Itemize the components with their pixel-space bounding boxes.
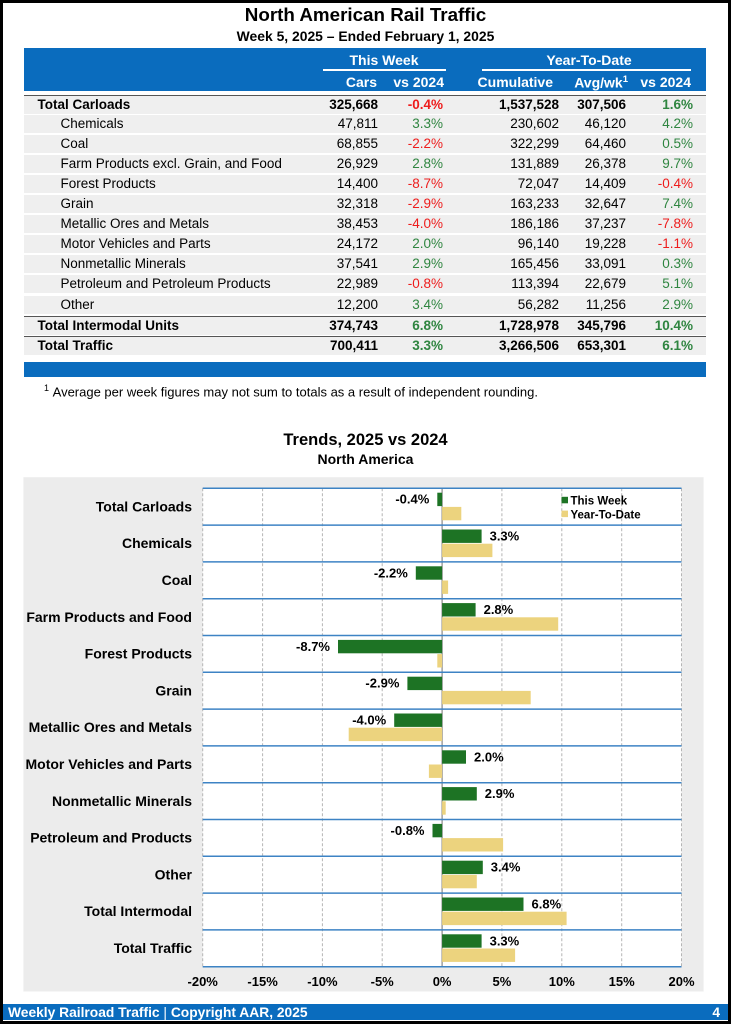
- svg-text:Total Carloads: Total Carloads: [96, 498, 192, 514]
- svg-text:-0.8%: -0.8%: [391, 823, 425, 838]
- svg-text:Forest Products: Forest Products: [85, 646, 193, 662]
- svg-text:2.8%: 2.8%: [484, 602, 514, 617]
- svg-text:Grain: Grain: [155, 682, 192, 698]
- svg-text:20%: 20%: [668, 974, 694, 989]
- svg-text:-4.0%: -4.0%: [352, 713, 386, 728]
- svg-text:Motor Vehicles and Parts: Motor Vehicles and Parts: [26, 756, 193, 772]
- svg-text:-8.7%: -8.7%: [296, 639, 330, 654]
- svg-text:2.9%: 2.9%: [485, 786, 515, 801]
- svg-text:Total Traffic: Total Traffic: [114, 940, 193, 956]
- svg-text:0%: 0%: [433, 974, 452, 989]
- svg-text:3.3%: 3.3%: [490, 933, 520, 948]
- svg-text:-5%: -5%: [371, 974, 395, 989]
- svg-text:-20%: -20%: [188, 974, 219, 989]
- svg-text:Farm Products and Food: Farm Products and Food: [26, 609, 192, 625]
- svg-text:Chemicals: Chemicals: [122, 535, 192, 551]
- svg-text:3.3%: 3.3%: [490, 529, 520, 544]
- svg-text:15%: 15%: [609, 974, 635, 989]
- svg-text:-0.4%: -0.4%: [395, 492, 429, 507]
- svg-text:-15%: -15%: [247, 974, 278, 989]
- svg-text:Nonmetallic Minerals: Nonmetallic Minerals: [52, 793, 192, 809]
- svg-text:Other: Other: [155, 866, 193, 882]
- svg-text:6.8%: 6.8%: [532, 897, 562, 912]
- svg-text:-2.2%: -2.2%: [374, 565, 408, 580]
- svg-text:10%: 10%: [549, 974, 575, 989]
- svg-text:This Week: This Week: [571, 496, 628, 508]
- svg-text:Metallic Ores and Metals: Metallic Ores and Metals: [29, 719, 193, 735]
- svg-text:5%: 5%: [493, 974, 512, 989]
- svg-text:-2.9%: -2.9%: [365, 676, 399, 691]
- svg-text:3.4%: 3.4%: [491, 860, 521, 875]
- svg-text:Total Intermodal: Total Intermodal: [84, 903, 192, 919]
- svg-text:2.0%: 2.0%: [474, 749, 504, 764]
- svg-text:Coal: Coal: [162, 572, 192, 588]
- svg-text:Petroleum and Products: Petroleum and Products: [30, 830, 192, 846]
- svg-text:Year-To-Date: Year-To-Date: [571, 509, 641, 521]
- svg-text:-10%: -10%: [307, 974, 338, 989]
